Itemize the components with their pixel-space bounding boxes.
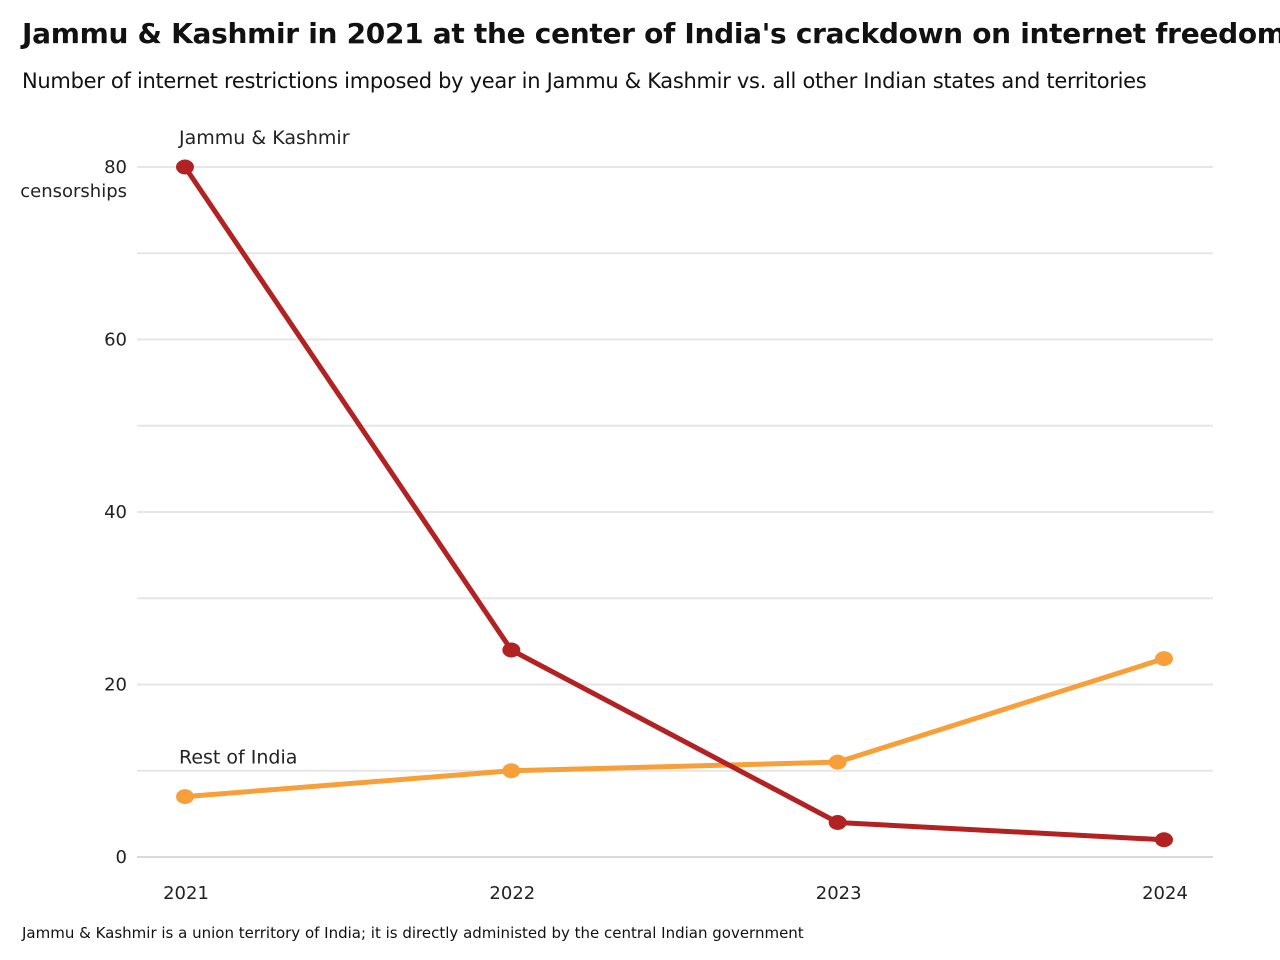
gridlines — [137, 166, 1213, 858]
y-tick-label: 80 — [104, 157, 127, 178]
y-axis-unit-label: censorships — [20, 181, 127, 202]
data-point — [828, 754, 847, 770]
data-point — [828, 815, 847, 830]
footnote: Jammu & Kashmir is a union territory of … — [22, 924, 804, 942]
y-axis: 0 20 40 60 80 — [104, 157, 127, 868]
chart-subtitle: Number of internet restrictions imposed … — [22, 69, 1147, 93]
x-tick-label: 2023 — [816, 883, 862, 904]
series-rest-of-india: Rest of India — [176, 651, 1173, 805]
y-tick-label: 0 — [116, 847, 127, 868]
series-line — [182, 164, 1167, 843]
series-jammu-kashmir: Jammu & Kashmir — [176, 127, 1173, 848]
y-tick-label: 20 — [104, 675, 127, 696]
chart-title: Jammu & Kashmir in 2021 at the center of… — [22, 17, 1280, 50]
x-axis: 2021 2022 2023 2024 — [163, 883, 1188, 904]
data-point — [502, 763, 521, 779]
y-tick-label: 60 — [104, 330, 127, 351]
series-label: Rest of India — [179, 747, 297, 769]
data-point — [502, 642, 521, 658]
series-lines: Rest of India Jammu & Kashmir — [176, 127, 1173, 848]
data-point — [1155, 651, 1173, 667]
data-point — [1155, 832, 1173, 848]
x-tick-label: 2022 — [489, 883, 535, 904]
series-label: Jammu & Kashmir — [178, 127, 350, 149]
x-tick-label: 2021 — [163, 883, 209, 904]
data-point — [176, 159, 194, 175]
y-tick-label: 40 — [104, 502, 127, 523]
series-line — [182, 656, 1167, 800]
x-tick-label: 2024 — [1142, 883, 1188, 904]
data-point — [176, 789, 194, 805]
